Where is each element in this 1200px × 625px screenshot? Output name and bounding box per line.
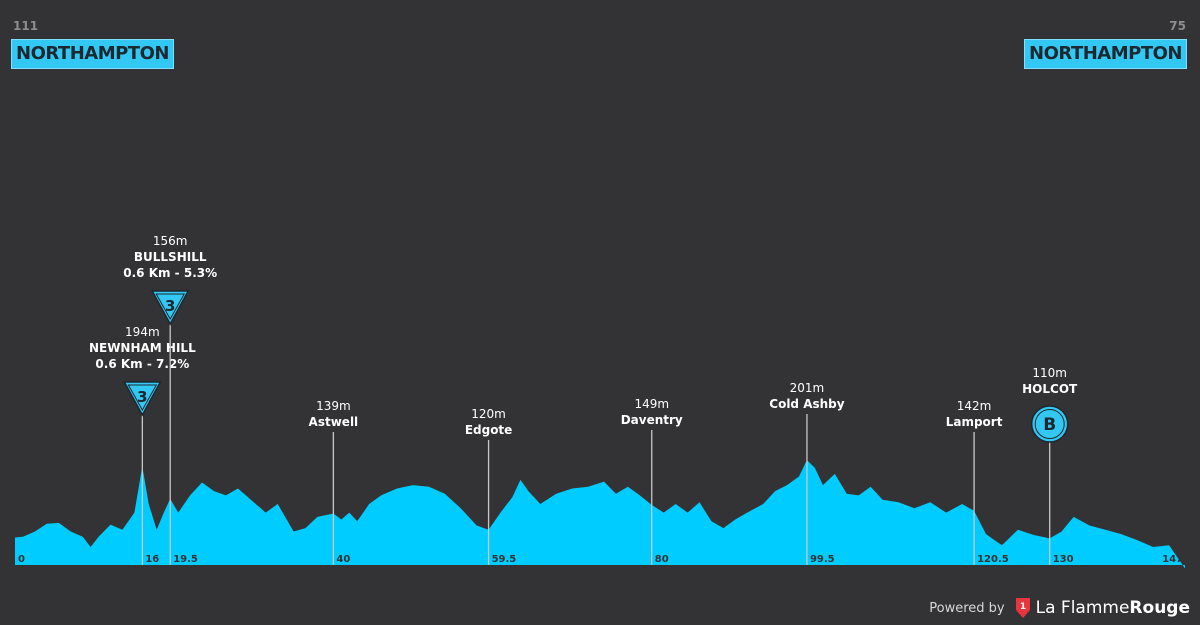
start-town-label: NORTHAMPTON [11, 39, 174, 69]
x-tick-label: 19.5 [173, 554, 198, 565]
bonus-sprint-inner-icon [1034, 409, 1065, 439]
point-detail: 0.6 Km - 5.3% [123, 266, 217, 280]
point-name: HOLCOT [1022, 382, 1078, 396]
logo-digit: 1 [1019, 602, 1025, 612]
x-axis-ticks: 0 16 19.5 40 59.5 80 99.5 120.5 130 147 [18, 554, 1183, 565]
point-name: BULLSHILL [134, 250, 207, 264]
profile-point: 120m Edgote [465, 407, 513, 565]
point-name: NEWNHAM HILL [89, 341, 196, 355]
point-name: Edgote [465, 423, 513, 437]
point-elevation: 201m [790, 381, 825, 395]
x-tick-label: 80 [655, 554, 669, 565]
brand-name: La FlammeRouge [1036, 598, 1190, 618]
finish-elevation: 75 [1169, 19, 1186, 33]
profile-point: 149m Daventry [621, 397, 683, 565]
x-tick-label: 16 [145, 554, 159, 565]
point-elevation: 142m [957, 399, 992, 413]
point-detail: 0.6 Km - 7.2% [95, 357, 189, 371]
profile-point: 194m NEWNHAM HILL 0.6 Km - 7.2% 3 [89, 325, 196, 565]
finish-town-label: NORTHAMPTON [1024, 39, 1187, 69]
x-tick-label: 0 [18, 554, 25, 565]
x-tick-label: 130 [1053, 554, 1074, 565]
flamme-rouge-logo-icon: 1 [1015, 598, 1030, 618]
bonus-sprint-icon [1030, 405, 1069, 443]
point-elevation: 120m [471, 407, 506, 421]
point-elevation: 139m [316, 399, 351, 413]
climb-category-icon [150, 290, 190, 326]
climb-category-icon [123, 381, 162, 417]
point-name: Daventry [621, 413, 683, 427]
brand-name-light: La Flamme [1035, 598, 1130, 618]
x-tick-label: 99.5 [810, 554, 835, 565]
brand-name-bold: Rouge [1129, 598, 1190, 618]
elevation-profile-area [15, 460, 1185, 569]
point-name: Cold Ashby [769, 397, 844, 411]
profile-point: 156m BULLSHILL 0.6 Km - 5.3% 3 [123, 234, 217, 565]
point-elevation: 194m [125, 325, 160, 339]
powered-by-branding: Powered by 1 La FlammeRouge [929, 596, 1190, 620]
profile-point: 201m Cold Ashby [769, 381, 845, 565]
profile-point: 142m Lamport [946, 399, 1003, 565]
climb-category-inner-icon [127, 384, 158, 412]
x-tick-label: 40 [336, 554, 350, 565]
climb-category-label: 3 [137, 388, 147, 406]
point-name: Lamport [946, 415, 1003, 429]
profile-point: 110m HOLCOT B [1022, 366, 1078, 565]
climb-category-inner-icon [155, 293, 186, 321]
profile-point: 139m Astwell [309, 399, 359, 565]
x-tick-label: 59.5 [492, 554, 517, 565]
powered-by-text: Powered by [929, 600, 1005, 616]
point-elevation: 156m [153, 234, 188, 248]
point-name: Astwell [309, 415, 359, 429]
start-elevation: 111 [13, 19, 39, 33]
point-elevation: 110m [1032, 366, 1067, 380]
x-tick-label: 147 [1162, 554, 1183, 565]
x-tick-label: 120.5 [977, 554, 1009, 565]
climb-category-label: 3 [165, 297, 175, 315]
bonus-sprint-label: B [1043, 415, 1056, 435]
point-elevation: 149m [634, 397, 669, 411]
